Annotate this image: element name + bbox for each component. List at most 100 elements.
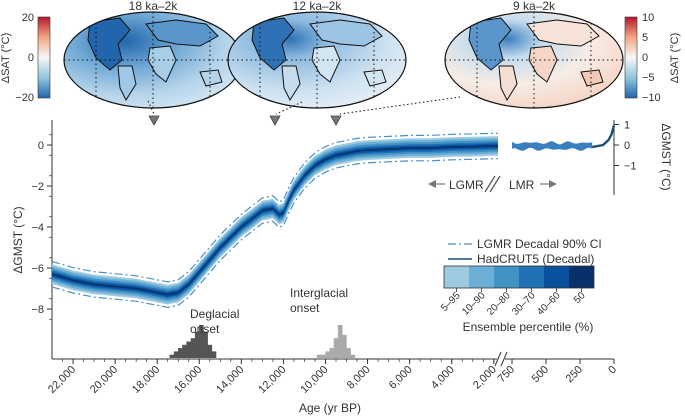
deglacial-hist-bar [190, 338, 196, 358]
colorbar-label: 50 [572, 290, 588, 306]
map-pointer-12ka [269, 115, 281, 126]
deglacial-hist-bar [203, 331, 208, 358]
x-tick-label: 2,000 [471, 364, 499, 392]
x-tick-label: 20,000 [88, 364, 120, 396]
x-tick-label: 14,000 [214, 364, 246, 396]
deglacial-onset-label: Deglacial onset [190, 307, 243, 336]
legend-hadcrut-label: HadCRUT5 (Decadal) [477, 252, 594, 266]
x-tick-label-recent: 500 [530, 364, 551, 385]
interglacial-onset-label: Interglacial onset [290, 286, 351, 315]
colorbar-swatch-4 [544, 266, 569, 288]
map-colorbar-right-tick-1: 5 [642, 32, 648, 44]
interglacial-hist-bar [342, 334, 347, 358]
ci-lower-line [51, 158, 498, 309]
x-tick-label: 6,000 [387, 364, 415, 392]
colorbar-swatch-1 [469, 266, 494, 288]
x-tick-label: 4,000 [429, 364, 457, 392]
x-tick-label: 22,000 [46, 364, 78, 396]
hadcrut5-line [591, 125, 616, 149]
map-colorbar-left-tick-bottom: −20 [15, 92, 34, 104]
map-pointers [147, 96, 461, 126]
x-tick-label-recent: 750 [496, 364, 517, 385]
x-tick-label-recent: 250 [564, 364, 585, 385]
x-tick-label: 18,000 [130, 364, 162, 396]
legend: LGMR Decadal 90% CI HadCRUT5 (Decadal) [448, 237, 602, 266]
ci-lines [51, 132, 498, 309]
map-pointer-18ka [148, 115, 160, 126]
deglacial-hist-bar [169, 354, 175, 358]
map-colorbar-right-tick-3: −5 [642, 72, 655, 84]
lmr-label: LMR [509, 178, 535, 192]
y-tick-label: −6 [31, 263, 44, 275]
lmr-recent-series [512, 125, 616, 151]
colorbar-label: 40–60 [535, 290, 563, 318]
y-axis-label-right: ΔGMST (°C) [659, 123, 673, 190]
lgmr-label: LGMR [449, 178, 484, 192]
y-tick-label-right: 1 [624, 120, 630, 132]
x-axis-label: Age (yr BP) [299, 401, 361, 415]
ensemble-band-0 [52, 136, 498, 305]
colorbar-swatch-0 [444, 266, 469, 288]
interglacial-hist-bar [333, 338, 339, 358]
interglacial-hist-bar [350, 354, 356, 358]
y-tick-label: −2 [31, 181, 44, 193]
map-label-18ka: 18 ka–2k [129, 0, 179, 13]
deglacial-hist-bar [186, 341, 191, 358]
ensemble-bands [52, 136, 498, 305]
y-tick-label: 0 [38, 140, 44, 152]
map-colorbar-left-label: ΔSAT (°C) [0, 33, 12, 83]
map-colorbar-right: 10 5 0 −5 −10 ΔSAT (°C) [624, 12, 681, 104]
deglacial-hist-bar [182, 344, 187, 358]
deglacial-hist-bar [173, 351, 179, 358]
map-18ka [64, 12, 242, 108]
x-tick-label: 12,000 [256, 364, 288, 396]
interglacial-hist-bar [329, 348, 335, 358]
x-tick-label: 16,000 [172, 364, 204, 396]
map-colorbar-left-tick-mid: 0 [28, 52, 34, 64]
lmr-band [512, 141, 593, 151]
colorbar-label: 30–70 [510, 290, 538, 318]
colorbar-swatch-5 [569, 266, 594, 288]
axis-break [494, 351, 508, 367]
y-tick-label-right: −1 [624, 161, 637, 173]
y-tick-label: −8 [31, 304, 44, 316]
interglacial-hist-bar [325, 351, 330, 358]
legend-ci-label: LGMR Decadal 90% CI [477, 237, 602, 251]
map-pointer-9ka [330, 115, 342, 126]
colorbar-label: 10–90 [460, 290, 488, 318]
deglacial-hist-bar [207, 344, 213, 358]
y-tick-label: −4 [31, 222, 44, 234]
colorbar-label: 20–80 [485, 290, 513, 318]
deglacial-hist-bar [211, 351, 217, 358]
y-tick-label-right: 0 [624, 140, 630, 152]
interglacial-hist-bar [346, 348, 351, 358]
colorbar-swatch-3 [519, 266, 544, 288]
x-tick-label-recent: 0 [606, 364, 619, 377]
map-colorbar-left-tick-top: 20 [22, 12, 34, 24]
map-colorbar-right-tick-2: 0 [642, 52, 648, 64]
map-12ka [228, 12, 406, 108]
interglacial-hist-bar [337, 325, 343, 358]
deglacial-hist-bar [178, 348, 183, 358]
x-tick-label: 10,000 [298, 364, 330, 396]
lgmr-lmr-annotation: LGMR LMR [428, 175, 557, 193]
map-9ka [445, 12, 623, 108]
x-tick-label: 8,000 [345, 364, 373, 392]
map-colorbar-right-label: ΔSAT (°C) [669, 33, 681, 83]
deglacial-hist-bar [194, 331, 200, 358]
map-label-9ka: 9 ka–2k [513, 0, 556, 13]
map-colorbar-right-tick-4: −10 [642, 92, 661, 104]
colorbar-swatch-2 [494, 266, 519, 288]
deglacial-hist-bar [199, 325, 204, 358]
interglacial-hist-bar [316, 354, 322, 358]
map-colorbar-right-tick-0: 10 [642, 12, 654, 24]
y-axis-label: ΔGMST (°C) [11, 206, 25, 273]
ci-upper-line [51, 132, 498, 283]
interglacial-hist-bar [321, 354, 326, 358]
map-label-12ka: 12 ka–2k [293, 0, 343, 13]
onset-histograms [169, 325, 356, 358]
map-colorbar-left: 20 0 −20 ΔSAT (°C) [0, 12, 51, 104]
percentile-colorbar-title: Ensemble percentile (%) [463, 320, 594, 334]
